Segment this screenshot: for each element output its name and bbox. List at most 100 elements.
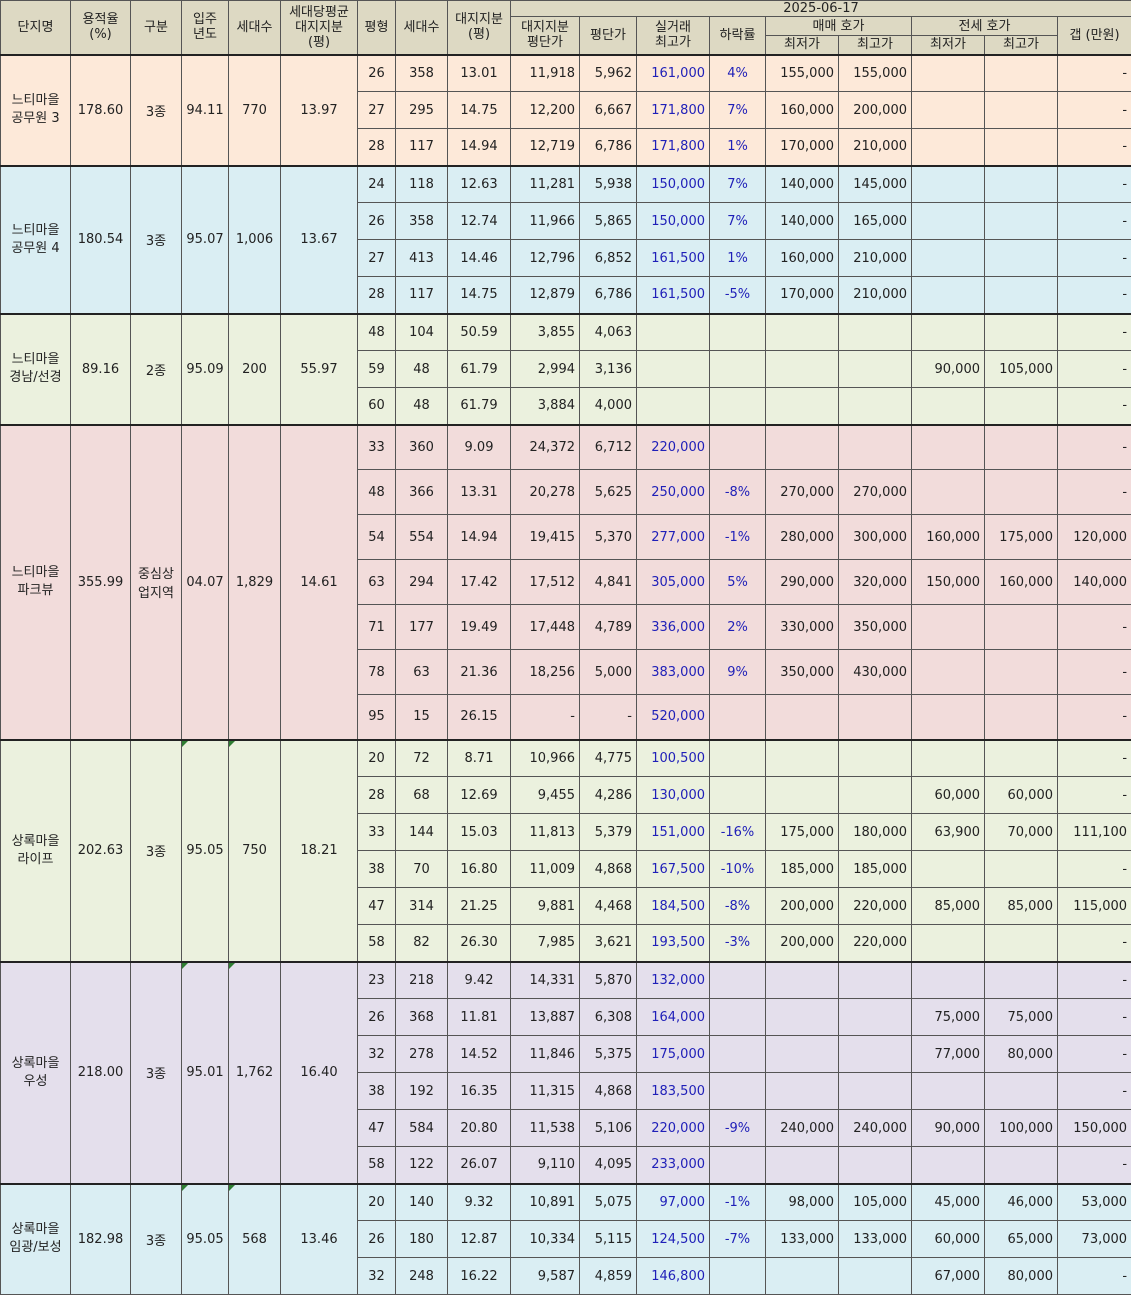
cell-real-trade-max: 220,000 [636, 423, 710, 470]
cell-jeonse-min: 45,000 [911, 1182, 985, 1221]
cell-pyeong: 33 [357, 423, 396, 470]
cell-sale-min: 140,000 [765, 164, 839, 203]
table-row: 54 554 14.94 19,415 5,370 277,000 -1% 280,000 30… [1, 514, 1131, 560]
cell-drop-rate [709, 350, 766, 388]
cell-pyeong: 63 [357, 559, 396, 605]
cell-gap: - [1056, 53, 1131, 92]
cell-land-share: 16.35 [447, 1072, 511, 1110]
cell-unit-households: 117 [395, 276, 448, 314]
cell-jeonse-min [911, 1072, 985, 1110]
cell-unit-households: 72 [395, 738, 448, 777]
cell-land-share: 9.42 [447, 960, 511, 999]
complex-name: 느티마을 경남/선경 [0, 312, 71, 425]
cell-drop-rate: -7% [709, 1220, 766, 1258]
cell-unit-households: 278 [395, 1035, 448, 1073]
cell-price-per-pyeong: 5,865 [579, 202, 637, 240]
cell-land-share: 19.49 [447, 604, 511, 650]
cell-unit-households: 358 [395, 53, 448, 92]
header-pyeong: 평형 [357, 0, 396, 55]
cell-land-share: 12.63 [447, 164, 511, 203]
cell-sale-max: 133,000 [838, 1220, 912, 1258]
cell-pyeong: 47 [357, 1109, 396, 1147]
cell-price-per-pyeong: 4,095 [579, 1146, 637, 1184]
cell-jeonse-min [911, 91, 985, 129]
cell-gap: - [1056, 850, 1131, 888]
cell-jeonse-max: 70,000 [984, 813, 1058, 851]
cell-jeonse-min [911, 850, 985, 888]
cell-gap: 120,000 [1056, 514, 1131, 560]
cell-pyeong: 26 [357, 1220, 396, 1258]
cell-sale-max: 180,000 [838, 813, 912, 851]
group-avg-land-share: 14.61 [280, 423, 358, 740]
cell-sale-min: 330,000 [765, 604, 839, 650]
cell-jeonse-min [911, 1146, 985, 1184]
cell-land-price: 10,891 [510, 1182, 580, 1221]
group-avg-land-share: 55.97 [280, 312, 358, 425]
cell-jeonse-min [911, 694, 985, 740]
cell-sale-max [838, 776, 912, 814]
cell-sale-min [765, 1072, 839, 1110]
cell-jeonse-min: 75,000 [911, 998, 985, 1036]
cell-unit-households: 368 [395, 998, 448, 1036]
cell-sale-min: 200,000 [765, 887, 839, 925]
cell-land-price: 12,200 [510, 91, 580, 129]
cell-jeonse-max [984, 202, 1058, 240]
cell-unit-households: 68 [395, 776, 448, 814]
table-row: 71 177 19.49 17,448 4,789 336,000 2% 330,000 350… [1, 604, 1131, 650]
cell-sale-min: 240,000 [765, 1109, 839, 1147]
cell-pyeong: 38 [357, 1072, 396, 1110]
cell-land-share: 14.46 [447, 239, 511, 277]
cell-drop-rate [709, 694, 766, 740]
cell-sale-max [838, 998, 912, 1036]
cell-unit-households: 413 [395, 239, 448, 277]
group-zone: 3종 [130, 1182, 182, 1295]
cell-land-share: 12.74 [447, 202, 511, 240]
cell-gap: 53,000 [1056, 1182, 1131, 1221]
cell-jeonse-min: 160,000 [911, 514, 985, 560]
cell-drop-rate: 4% [709, 53, 766, 92]
cell-sale-max: 200,000 [838, 91, 912, 129]
cell-price-per-pyeong: 6,786 [579, 128, 637, 166]
cell-land-price: 19,415 [510, 514, 580, 560]
cell-land-price: 11,918 [510, 53, 580, 92]
cell-gap: - [1056, 1146, 1131, 1184]
cell-real-trade-max [636, 387, 710, 425]
group-far: 202.63 [70, 738, 131, 962]
cell-jeonse-max [984, 1072, 1058, 1110]
cell-sale-max [838, 694, 912, 740]
cell-land-share: 21.36 [447, 649, 511, 695]
cell-land-share: 14.75 [447, 91, 511, 129]
cell-unit-households: 584 [395, 1109, 448, 1147]
cell-sale-max: 430,000 [838, 649, 912, 695]
cell-pyeong: 59 [357, 350, 396, 388]
cell-jeonse-min [911, 469, 985, 515]
cell-drop-rate: -9% [709, 1109, 766, 1147]
cell-real-trade-max: 132,000 [636, 960, 710, 999]
cell-sale-max: 210,000 [838, 239, 912, 277]
cell-gap: - [1056, 776, 1131, 814]
cell-sale-max: 155,000 [838, 53, 912, 92]
cell-land-share: 26.07 [447, 1146, 511, 1184]
cell-sale-min [765, 312, 839, 351]
cell-real-trade-max: 383,000 [636, 649, 710, 695]
cell-drop-rate: 1% [709, 128, 766, 166]
group-move-in: 95.07 [181, 164, 229, 314]
cell-sale-min: 350,000 [765, 649, 839, 695]
header-real-trade-max: 실거래 최고가 [636, 16, 710, 55]
cell-sale-max [838, 1072, 912, 1110]
cell-price-per-pyeong: 6,852 [579, 239, 637, 277]
cell-pyeong: 33 [357, 813, 396, 851]
cell-jeonse-max [984, 128, 1058, 166]
cell-unit-households: 554 [395, 514, 448, 560]
cell-pyeong: 27 [357, 91, 396, 129]
cell-gap: - [1056, 924, 1131, 962]
table-row: 78 63 21.36 18,256 5,000 383,000 9% 350,000 430,… [1, 649, 1131, 695]
cell-sale-min [765, 387, 839, 425]
cell-pyeong: 54 [357, 514, 396, 560]
cell-drop-rate: -3% [709, 924, 766, 962]
cell-price-per-pyeong: 5,115 [579, 1220, 637, 1258]
cell-sale-min [765, 694, 839, 740]
cell-pyeong: 32 [357, 1035, 396, 1073]
cell-land-price: 9,455 [510, 776, 580, 814]
cell-sale-max [838, 387, 912, 425]
